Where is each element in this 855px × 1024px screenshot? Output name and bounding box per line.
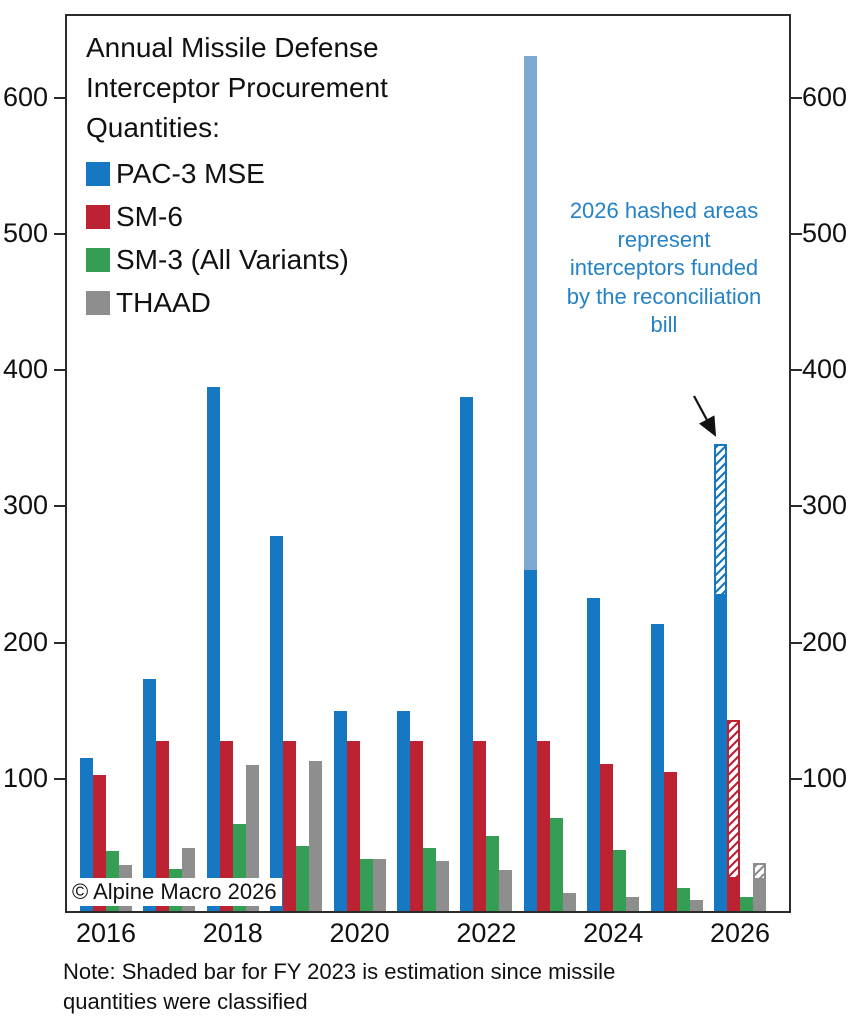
legend-label-thaad: THAAD xyxy=(116,286,211,318)
bar-sm-3-all-variants-2025 xyxy=(676,888,690,911)
bar-pac-3-mse-2024 xyxy=(587,598,601,911)
bar-pac-3-mse-2021 xyxy=(397,711,410,911)
legend-item-pac-3-mse: PAC-3 MSE xyxy=(86,157,466,190)
bar-thaad-2021 xyxy=(436,861,449,911)
y-axis-label-right-300: 300 xyxy=(802,490,848,521)
bar-sm-3-all-variants-2021 xyxy=(423,848,436,911)
y-tick-right-600 xyxy=(791,96,802,99)
bar-sm-6-2022 xyxy=(473,741,487,911)
bar-thaad-2018 xyxy=(245,765,259,911)
bar-thaad-2022 xyxy=(499,870,513,911)
bar-sm-6-2024 xyxy=(600,764,614,911)
y-tick-left-300 xyxy=(54,505,65,508)
y-axis-label-left-300: 300 xyxy=(2,490,48,521)
legend-swatch-thaad xyxy=(86,290,110,315)
bar-sm-6-2018 xyxy=(219,741,233,911)
y-tick-left-500 xyxy=(54,232,65,235)
bar-sm-6-2026 xyxy=(727,877,740,911)
y-tick-right-300 xyxy=(791,505,802,508)
legend-item-sm-3-all-variants: SM-3 (All Variants) xyxy=(86,243,466,276)
bar-thaad-2025 xyxy=(689,900,703,911)
bar-sm-6-2017 xyxy=(156,741,170,911)
y-tick-left-400 xyxy=(54,369,65,372)
y-axis-label-right-100: 100 xyxy=(802,762,848,793)
x-axis-label-2016: 2016 xyxy=(75,918,137,948)
y-tick-right-500 xyxy=(791,232,802,235)
bar-thaad-2024 xyxy=(626,897,640,911)
y-axis-label-left-500: 500 xyxy=(2,217,48,248)
x-axis-label-2026: 2026 xyxy=(709,918,771,948)
y-axis-label-right-400: 400 xyxy=(802,354,848,385)
bar-sm-6-2020 xyxy=(346,741,360,911)
y-tick-left-200 xyxy=(54,641,65,644)
bar-sm-3-all-variants-2024 xyxy=(613,850,627,911)
bar-pac-3-mse-2023 xyxy=(523,570,537,911)
y-tick-right-400 xyxy=(791,369,802,372)
bar-pac-3-mse-2017 xyxy=(143,679,157,911)
x-axis-label-2024: 2024 xyxy=(583,918,644,948)
bar-sm-3-all-variants-2026 xyxy=(740,897,753,911)
x-axis-label-2020: 2020 xyxy=(329,918,390,948)
bar-pac-3-mse-2016 xyxy=(80,758,93,911)
plot-area: 100 100 200 200 300 300 400 400 500 500 600 600 2016… xyxy=(3,14,847,947)
footnote: Note: Shaded bar for FY 2023 is estimati… xyxy=(63,959,616,1014)
y-axis-label-right-200: 200 xyxy=(802,626,848,657)
y-axis-label-right-600: 600 xyxy=(802,81,848,112)
x-axis-label-2018: 2018 xyxy=(202,918,263,948)
reconciliation-annotation: 2026 hashed areas represent interceptors… xyxy=(566,198,762,338)
bar-sm-3-all-variants-2022 xyxy=(486,836,500,911)
bar-sm-3-all-variants-2020 xyxy=(359,859,373,911)
legend-label-sm-3-all-variants: SM-3 (All Variants) xyxy=(116,243,349,275)
y-axis-label-right-500: 500 xyxy=(802,217,848,248)
bar-pac-3-mse-2019 xyxy=(270,536,284,911)
bar-sm-6-2019 xyxy=(283,741,297,911)
legend-swatch-sm-3-all-variants xyxy=(86,247,110,272)
bar-thaad-2026 xyxy=(753,878,766,911)
bar-thaad-2023 xyxy=(562,893,576,911)
legend-item-thaad: THAAD xyxy=(86,286,466,319)
y-axis-label-left-600: 600 xyxy=(2,81,48,112)
y-axis-label-left-200: 200 xyxy=(2,626,48,657)
legend-swatch-pac-3-mse xyxy=(86,161,110,186)
y-tick-left-600 xyxy=(54,96,65,99)
y-axis-label-left-400: 400 xyxy=(2,354,48,385)
bar-thaad-2019 xyxy=(309,761,323,911)
y-tick-left-100 xyxy=(54,777,65,780)
y-tick-right-200 xyxy=(791,641,802,644)
bar-sm-6-2016 xyxy=(93,775,106,911)
x-axis-label-2022: 2022 xyxy=(456,918,517,948)
bar-pac-3-mse-2025 xyxy=(650,624,664,911)
y-axis-label-left-100: 100 xyxy=(2,762,48,793)
copyright-watermark: © Alpine Macro 2026 xyxy=(70,878,282,906)
bar-sm-3-all-variants-2019 xyxy=(296,846,310,911)
bar-pac-3-mse-2018 xyxy=(206,387,220,911)
bar-sm-6-2021 xyxy=(410,741,423,911)
bar-thaad-2020 xyxy=(372,859,386,911)
bar-pac-3-mse-2022 xyxy=(460,397,474,911)
legend-label-pac-3-mse: PAC-3 MSE xyxy=(116,157,265,189)
bar-pac-3-mse-2020 xyxy=(333,711,347,911)
legend-label-sm-6: SM-6 xyxy=(116,200,183,232)
bar-sm-6-2023 xyxy=(536,741,550,911)
chart-legend: Annual Missile Defense Interceptor Procu… xyxy=(86,28,466,319)
bar-sm-3-all-variants-2023 xyxy=(549,818,563,911)
y-tick-right-100 xyxy=(791,777,802,780)
legend-item-sm-6: SM-6 xyxy=(86,200,466,233)
legend-swatch-sm-6 xyxy=(86,204,110,229)
chart-title: Annual Missile Defense Interceptor Procu… xyxy=(86,32,388,143)
bar-pac-3-mse-2026 xyxy=(714,594,727,911)
bar-sm-6-2025 xyxy=(663,772,677,911)
